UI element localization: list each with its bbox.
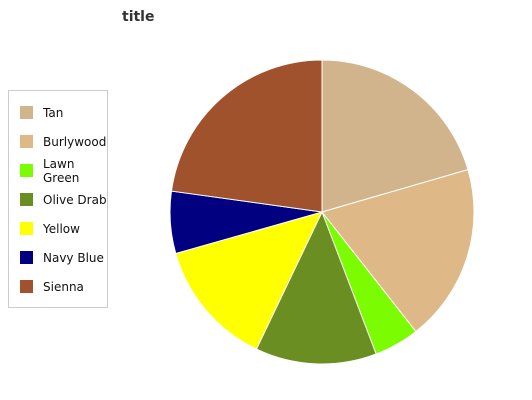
legend-label: Olive Drab <box>43 192 107 207</box>
pie-slice-yellow <box>175 211 323 350</box>
legend-item-tan: Tan <box>9 98 107 127</box>
legend-item-olive-drab: Olive Drab <box>9 185 107 214</box>
legend: Tan Burlywood Lawn Green Olive Drab Yellow Na… <box>8 90 108 308</box>
pie-slice-olive-drab <box>255 210 377 365</box>
legend-label: Burlywood <box>43 134 107 149</box>
legend-swatch <box>20 222 33 235</box>
chart-title: title <box>122 9 155 25</box>
legend-label: Navy Blue <box>43 250 104 265</box>
legend-label: Lawn Green <box>43 156 80 185</box>
legend-swatch <box>20 193 33 206</box>
legend-swatch <box>20 106 33 119</box>
legend-item-sienna: Sienna <box>9 272 107 301</box>
legend-swatch <box>20 135 33 148</box>
legend-item-navy-blue: Navy Blue <box>9 243 107 272</box>
legend-label: Tan <box>43 105 64 120</box>
legend-swatch <box>20 164 33 177</box>
legend-item-lawn-green: Lawn Green <box>9 156 107 185</box>
pie-slice-tan <box>321 59 469 213</box>
legend-item-yellow: Yellow <box>9 214 107 243</box>
legend-swatch <box>20 280 33 293</box>
legend-label: Sienna <box>43 279 84 294</box>
legend-swatch <box>20 251 33 264</box>
legend-label: Yellow <box>43 221 80 236</box>
legend-item-burlywood: Burlywood <box>9 127 107 156</box>
pie-slice-burlywood <box>321 168 475 333</box>
pie-slice-sienna <box>170 59 323 213</box>
